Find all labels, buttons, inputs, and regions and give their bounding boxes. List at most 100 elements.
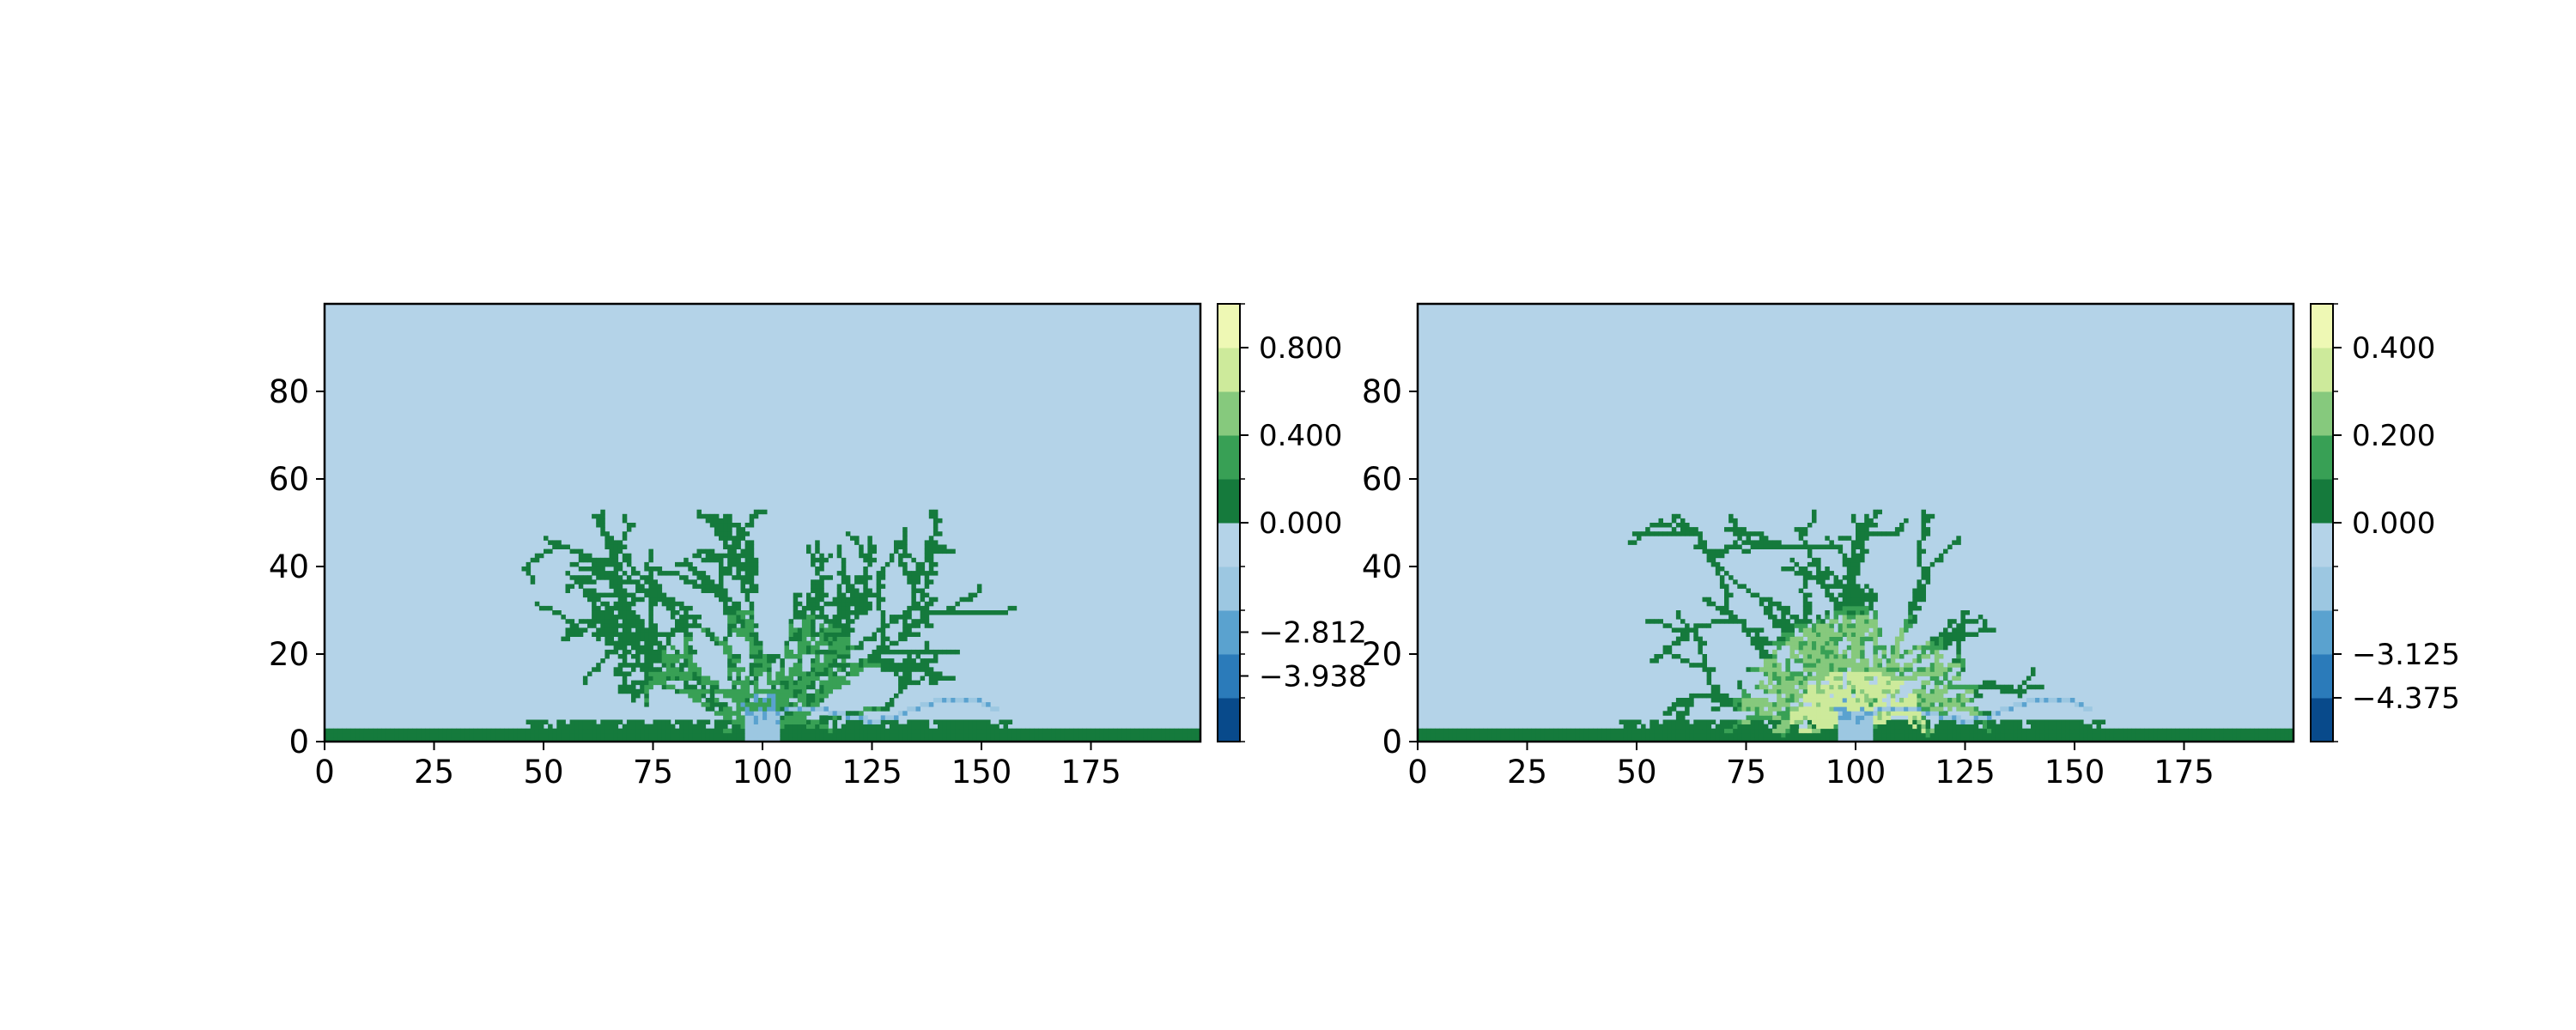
heatmap-cell: [626, 553, 632, 559]
heatmap-cell: [1619, 719, 1625, 724]
heatmap-cell: [968, 728, 974, 734]
heatmap-cell: [1812, 636, 1817, 642]
heatmap-cell: [1627, 724, 1633, 730]
heatmap-cell: [701, 627, 707, 633]
heatmap-cell: [1012, 605, 1018, 611]
heatmap-cell: [788, 680, 794, 686]
heatmap-cell: [1064, 732, 1070, 738]
heatmap-cell: [889, 649, 895, 655]
heatmap-cell: [2219, 736, 2224, 742]
heatmap-cell: [832, 711, 838, 716]
heatmap-cell: [1877, 531, 1882, 536]
heatmap-cell: [1759, 601, 1765, 607]
heatmap-cell: [1802, 667, 1808, 672]
heatmap-cell: [793, 632, 799, 637]
heatmap-cell: [1820, 623, 1826, 628]
heatmap-cell: [828, 671, 833, 676]
heatmap-cell: [815, 702, 820, 707]
heatmap-cell: [1934, 711, 1940, 716]
heatmap-cell: [872, 548, 877, 554]
heatmap-cell: [1960, 724, 1965, 730]
heatmap-cell: [727, 571, 732, 576]
heatmap-cell: [1825, 640, 1830, 646]
heatmap-cell: [1860, 588, 1865, 593]
heatmap-cell: [990, 724, 995, 730]
heatmap-cell: [1785, 728, 1790, 734]
heatmap-cell: [889, 728, 895, 734]
heatmap-cell: [1777, 680, 1782, 686]
heatmap-cell: [1487, 728, 1493, 734]
heatmap-cell: [1789, 711, 1795, 716]
heatmap-cell: [863, 605, 868, 611]
heatmap-cell: [1724, 601, 1729, 607]
heatmap-cell: [1733, 706, 1738, 712]
heatmap-cell: [2079, 702, 2084, 707]
heatmap-cell: [1610, 736, 1615, 742]
heatmap-cell: [1733, 719, 1738, 724]
heatmap-cell: [661, 663, 667, 668]
heatmap-cell: [679, 623, 684, 628]
heatmap-cell: [955, 719, 960, 724]
heatmap-cell: [640, 623, 645, 628]
heatmap-cell: [753, 513, 759, 519]
heatmap-cell: [894, 693, 899, 699]
heatmap-cell: [2000, 736, 2005, 742]
heatmap-cell: [1685, 627, 1690, 633]
heatmap-cell: [1850, 719, 1856, 724]
heatmap-cell: [1860, 632, 1865, 637]
heatmap-cell: [1881, 736, 1887, 742]
heatmap-cell: [1724, 719, 1729, 724]
heatmap-cell: [832, 615, 838, 620]
heatmap-cell: [736, 531, 741, 536]
heatmap-cell: [719, 553, 724, 559]
heatmap-cell: [994, 736, 999, 742]
heatmap-cell: [723, 513, 728, 519]
heatmap-cell: [1960, 615, 1965, 620]
heatmap-cell: [1496, 736, 1502, 742]
heatmap-cell: [600, 566, 605, 572]
heatmap-cell: [1470, 736, 1475, 742]
heatmap-cell: [736, 605, 741, 611]
heatmap-cell: [381, 736, 386, 742]
heatmap-cell: [1873, 702, 1878, 707]
heatmap-cell: [841, 636, 847, 642]
heatmap-cell: [832, 732, 838, 738]
heatmap-cell: [688, 623, 693, 628]
heatmap-cell: [416, 728, 422, 734]
heatmap-cell: [617, 671, 623, 676]
heatmap-cell: [665, 736, 671, 742]
heatmap-cell: [561, 544, 566, 549]
heatmap-cell: [744, 724, 750, 730]
heatmap-cell: [2179, 728, 2184, 734]
heatmap-cell: [1741, 548, 1747, 554]
heatmap-cell: [1728, 698, 1734, 703]
heatmap-cell: [780, 667, 785, 672]
heatmap-cell: [2140, 736, 2145, 742]
heatmap-cell: [679, 671, 684, 676]
heatmap-cell: [1117, 728, 1122, 734]
heatmap-cell: [1894, 706, 1900, 712]
heatmap-cell: [1719, 728, 1725, 734]
heatmap-cell: [815, 597, 820, 603]
heatmap-cell: [832, 715, 838, 720]
heatmap-cell: [683, 671, 689, 676]
heatmap-cell: [736, 719, 741, 724]
heatmap-cell: [1850, 557, 1856, 563]
heatmap-cell: [823, 724, 829, 730]
heatmap-cell: [644, 636, 649, 642]
heatmap-cell: [1785, 619, 1790, 624]
heatmap-cell: [832, 724, 838, 730]
heatmap-cell: [1829, 663, 1834, 668]
heatmap-cell: [915, 706, 920, 712]
heatmap-cell: [1917, 540, 1922, 545]
heatmap-cell: [1833, 597, 1838, 603]
heatmap-cell: [736, 680, 741, 686]
heatmap-cell: [753, 719, 759, 724]
heatmap-cell: [1846, 623, 1852, 628]
heatmap-cell: [701, 728, 707, 734]
heatmap-cell: [1759, 711, 1765, 716]
heatmap-cell: [1825, 654, 1830, 659]
heatmap-cell: [780, 715, 785, 720]
heatmap-cell: [1702, 540, 1707, 545]
heatmap-cell: [884, 658, 890, 663]
